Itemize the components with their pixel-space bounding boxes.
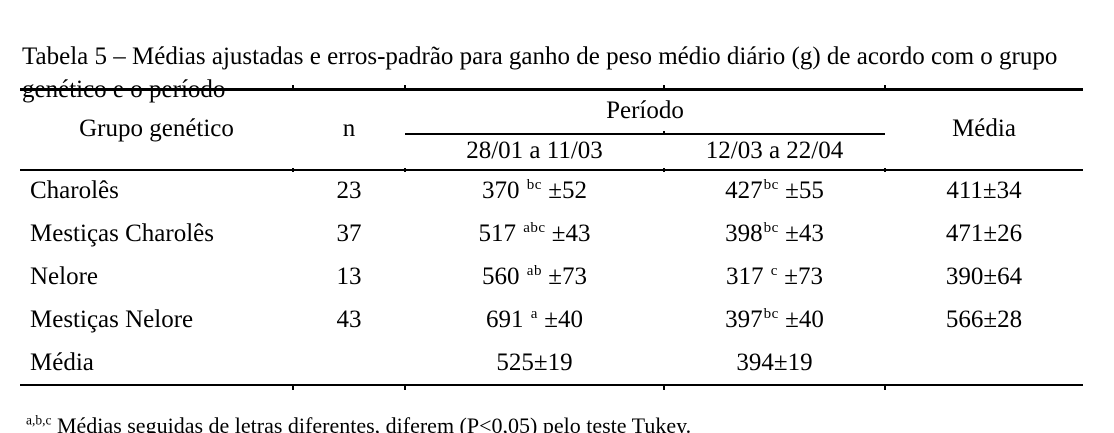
cell-period2: 427bc ±55 (664, 168, 885, 213)
tukey-letters: ab (526, 262, 542, 279)
rule-tick (404, 85, 406, 89)
cell-period1: 560 ab ±73 (405, 256, 664, 299)
rule-tick (884, 85, 886, 89)
caption-line-1: Tabela 5 – Médias ajustadas e erros-padr… (22, 43, 1058, 70)
cell-period1: 370 bc ±52 (405, 168, 664, 213)
cell-value: 370 (482, 177, 526, 205)
cell-value: 397 (725, 306, 763, 334)
cell-group: Charolês (20, 168, 293, 213)
cell-value: 517 (478, 219, 523, 247)
cell-media: 566±28 (945, 306, 1023, 334)
tukey-letters: bc (763, 305, 779, 322)
rule-tick (884, 168, 886, 172)
table-row-charoles: Charolês 23 370 bc ±52 427bc ±55 411±34 (20, 168, 1083, 213)
header-row-sub: 28/01 a 11/03 12/03 a 22/04 (20, 134, 1083, 170)
cell-stderr: ±52 (541, 177, 587, 205)
rule-tick (292, 168, 294, 172)
cell-period1: 691 a ±40 (405, 299, 664, 342)
cell-group: Média (20, 342, 293, 387)
cell-stderr: ±73 (541, 263, 587, 291)
cell-stderr: ±73 (777, 263, 823, 291)
header-row-top: Grupo genético n Período Média (20, 89, 1083, 142)
cell-period1: 517 abc ±43 (405, 213, 664, 256)
header-period-1: 28/01 a 11/03 (466, 137, 603, 165)
cell-n: 43 (336, 306, 362, 334)
table-row-mesticas-charoles: Mestiças Charolês 37 517 abc ±43 398bc ±… (20, 213, 1083, 256)
cell-stderr: ±40 (778, 306, 824, 334)
rule-tick (884, 386, 886, 390)
cell-period2: 317 c ±73 (664, 256, 885, 299)
header-period-2: 12/03 a 22/04 (705, 137, 844, 165)
cell-n: 23 (293, 168, 405, 213)
data-table: Grupo genético n Período Média 28/01 a 1… (20, 88, 1083, 387)
header-grupo-genetico: Grupo genético (79, 115, 234, 143)
table-row-nelore: Nelore 13 560 ab ±73 317 c ±73 390±64 (20, 256, 1083, 299)
cell-media: 390±64 (945, 263, 1023, 291)
cell-media (885, 342, 1083, 387)
tukey-letters: bc (763, 176, 779, 193)
cell-stderr: ±43 (778, 219, 824, 247)
cell-group: Mestiças Charolês (30, 219, 214, 247)
cell-period2: 397bc ±40 (664, 299, 885, 342)
cell-media: 411±34 (885, 168, 1083, 213)
table-row-mesticas-nelore: Mestiças Nelore 43 691 a ±40 397bc ±40 5… (20, 299, 1083, 342)
rule-tick (663, 168, 665, 172)
rule-tick (404, 386, 406, 390)
cell-value: 560 (482, 263, 526, 291)
cell-n (293, 342, 405, 387)
rule-tick (292, 85, 294, 89)
table-body: Charolês 23 370 bc ±52 427bc ±55 411±34 … (20, 168, 1083, 387)
header-media: Média (952, 115, 1016, 143)
header-periodo: Período (405, 89, 885, 135)
cell-value: 317 (726, 263, 770, 291)
cell-value: 427 (725, 177, 763, 205)
tukey-letters: abc (523, 219, 546, 236)
tukey-letters: bc (763, 219, 779, 236)
tukey-letters: a (530, 305, 538, 322)
table-row-summary: Média 525±19 394±19 (20, 342, 1083, 387)
footnote-superscript: a,b,c (26, 412, 52, 428)
header-n: n (342, 115, 356, 143)
cell-period1: 525±19 (405, 342, 664, 387)
rule-tick (663, 131, 665, 135)
cell-value: 398 (725, 219, 763, 247)
rule-tick (663, 386, 665, 390)
table-footnote: a,b,c Médias seguidas de letras diferent… (26, 413, 691, 433)
footnote-text: Médias seguidas de letras diferentes, di… (51, 413, 692, 433)
rule-tick (404, 168, 406, 172)
cell-n: 37 (336, 219, 362, 247)
cell-stderr: ±43 (545, 219, 591, 247)
cell-value: 691 (486, 306, 530, 334)
cell-period2: 394±19 (664, 342, 885, 387)
cell-stderr: ±40 (537, 306, 583, 334)
cell-n: 13 (336, 263, 362, 291)
table-header: Grupo genético n Período Média 28/01 a 1… (20, 89, 1083, 170)
cell-stderr: ±55 (778, 177, 824, 205)
tukey-letters: bc (526, 176, 542, 193)
cell-media: 471±26 (945, 219, 1023, 247)
cell-period2: 398bc ±43 (664, 213, 885, 256)
tukey-letters: c (770, 262, 778, 279)
rule-tick (292, 386, 294, 390)
cell-group: Nelore (30, 263, 99, 291)
cell-group: Mestiças Nelore (30, 306, 194, 334)
rule-tick (663, 85, 665, 89)
